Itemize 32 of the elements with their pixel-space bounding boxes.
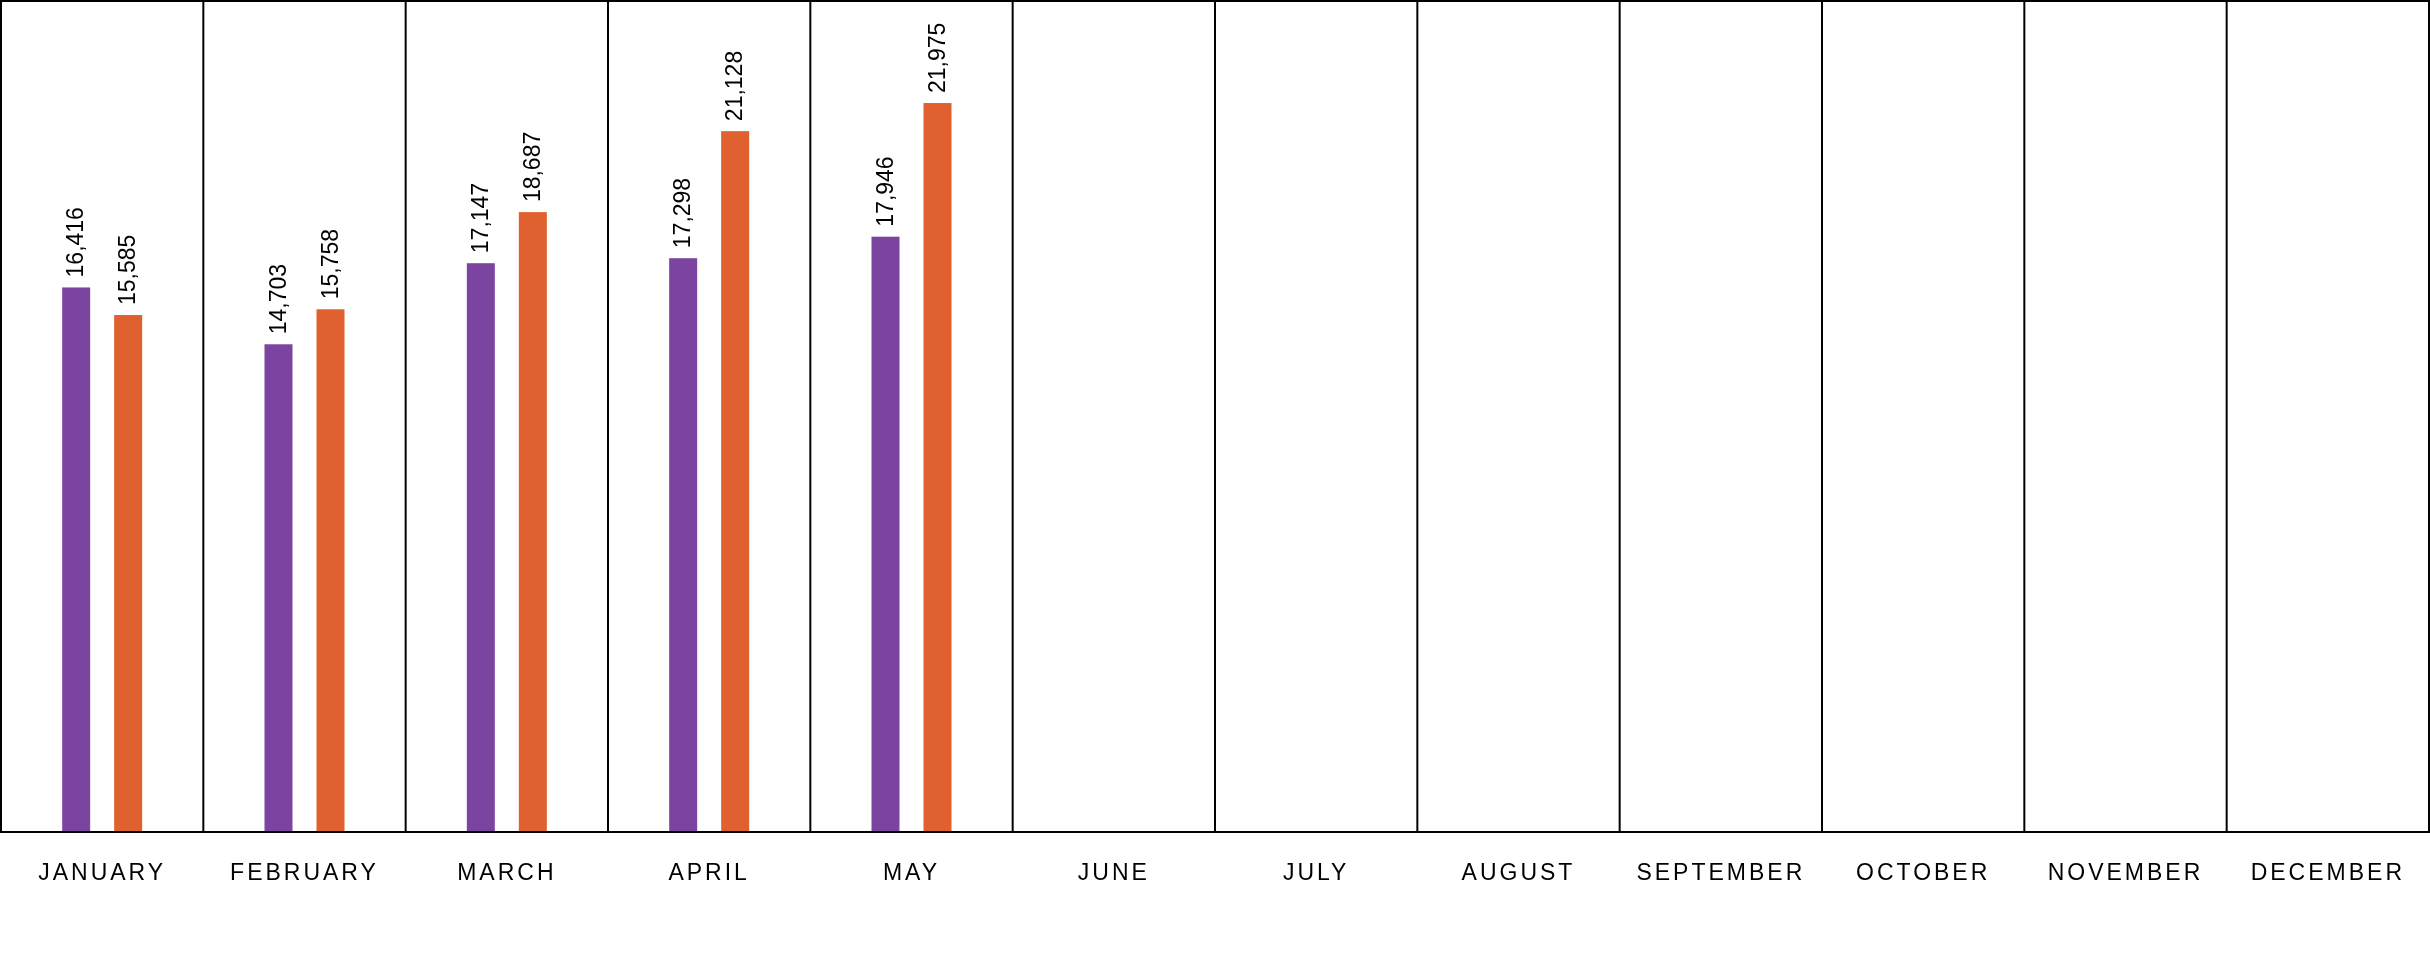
x-tick-label: DECEMBER — [2250, 859, 2406, 885]
x-tick-label: APRIL — [668, 859, 750, 885]
bar — [62, 287, 91, 832]
x-tick-label: MARCH — [457, 859, 557, 885]
data-label: 15,585 — [114, 234, 141, 306]
x-tick-label: FEBRUARY — [230, 859, 379, 885]
bar — [264, 344, 293, 832]
data-label: 17,147 — [466, 182, 493, 254]
x-tick-label: JULY — [1282, 859, 1350, 885]
x-tick-label: MAY — [882, 859, 941, 885]
bar — [669, 258, 698, 832]
x-tick-label: SEPTEMBER — [1636, 859, 1806, 885]
bar — [114, 315, 143, 832]
x-tick-label: JUNE — [1077, 859, 1150, 885]
x-tick-label: NOVEMBER — [2047, 859, 2204, 885]
data-label: 15,758 — [316, 228, 343, 300]
bar — [721, 131, 750, 832]
x-tick-label: OCTOBER — [1856, 859, 1991, 885]
data-label: 21,128 — [721, 50, 748, 122]
bar — [466, 263, 495, 832]
bar — [518, 212, 547, 832]
data-label: 21,975 — [923, 22, 950, 94]
bar — [316, 309, 345, 832]
x-tick-label: AUGUST — [1461, 859, 1576, 885]
data-label: 17,946 — [871, 156, 898, 227]
data-label: 16,416 — [62, 207, 89, 278]
data-label: 18,687 — [518, 131, 545, 203]
data-label: 17,298 — [669, 177, 696, 249]
bar — [923, 103, 952, 832]
x-tick-label: JANUARY — [38, 859, 167, 885]
bar — [871, 236, 900, 832]
data-label: 14,703 — [264, 263, 291, 335]
